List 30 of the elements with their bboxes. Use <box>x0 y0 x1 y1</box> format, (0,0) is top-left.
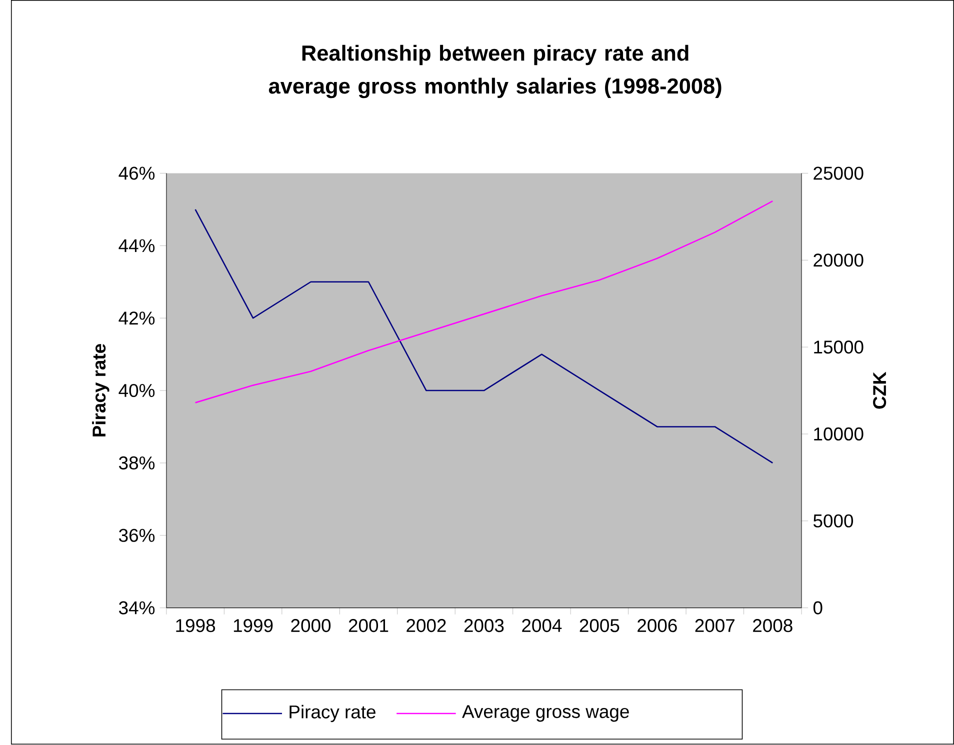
chart-title: Realtionship between piracy rate and average gross monthly salaries (1998-2008) <box>268 45 722 98</box>
y-tick-label: 38% <box>119 456 155 470</box>
y2-tick-label: 25000 <box>814 166 864 180</box>
x-tick-label: 2006 <box>638 619 677 632</box>
x-tick-label: 2008 <box>753 619 792 632</box>
x-tick-label: 2004 <box>522 619 562 632</box>
y2-tick-label: 20000 <box>814 254 864 267</box>
y-axis-title: Piracy rate <box>92 344 110 437</box>
legend-label: Piracy rate <box>290 705 376 722</box>
y-tick-label: 40% <box>118 384 155 398</box>
legend-label: Average gross wage <box>462 705 629 722</box>
y2-tick-label: 15000 <box>814 340 864 354</box>
y2-axis-title: CZK <box>873 372 886 409</box>
x-tick-label: 1999 <box>234 619 273 632</box>
y2-tick-label: 5000 <box>813 514 854 528</box>
x-tick-label: 2001 <box>348 619 388 632</box>
y2-tick-label: 10000 <box>814 428 864 441</box>
x-tick-label: 2007 <box>695 619 734 632</box>
y-tick-label: 36% <box>119 529 155 542</box>
y-tick-label: 42% <box>118 312 155 325</box>
y-tick-label: 34% <box>119 602 155 615</box>
y-tick-label: 46% <box>118 166 155 180</box>
x-tick-label: 2002 <box>406 619 446 632</box>
x-tick-label: 2000 <box>291 619 331 632</box>
x-tick-label: 2005 <box>580 619 620 632</box>
y-tick-label: 44% <box>118 239 155 252</box>
x-tick-label: 2003 <box>464 619 504 632</box>
y2-tick-label: 0 <box>813 602 822 615</box>
line-series <box>194 209 774 464</box>
x-tick-label: 1998 <box>176 619 216 632</box>
